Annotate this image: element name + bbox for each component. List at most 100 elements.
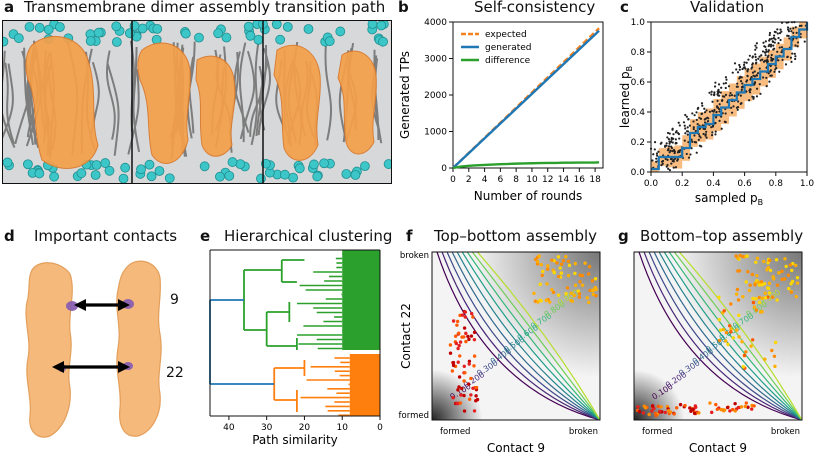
path-point — [459, 393, 463, 397]
scatter-point — [724, 121, 727, 124]
scatter-point — [780, 46, 784, 49]
scatter-point — [751, 66, 754, 69]
scatter-point — [787, 30, 791, 33]
path-point — [451, 319, 456, 323]
path-point — [787, 286, 791, 291]
scatter-point — [698, 127, 701, 130]
scatter-point — [776, 50, 779, 53]
scatter-point — [765, 48, 768, 51]
scatter-point — [713, 93, 716, 96]
path-point — [659, 405, 663, 409]
path-point — [766, 286, 771, 291]
path-point — [780, 277, 784, 282]
scatter-point — [686, 133, 689, 136]
scatter-point — [666, 158, 669, 161]
path-point — [728, 409, 732, 413]
scatter-point — [730, 94, 734, 97]
scatter-point — [678, 137, 681, 140]
scatter-point — [778, 46, 781, 49]
scatter-point — [692, 127, 695, 131]
scatter-point — [699, 136, 702, 139]
panel-f-letter: f — [406, 227, 413, 245]
scatter-point — [703, 111, 707, 114]
scatter-point — [755, 87, 759, 90]
chart-c: 0.0 0.2 0.4 0.6 0.8 1.0 0.0 0.2 0.4 0.6 0.8 1.0 samp… — [618, 18, 814, 207]
path-point — [654, 413, 658, 418]
path-point — [772, 354, 777, 358]
path-point — [470, 311, 474, 316]
path-point — [742, 353, 747, 358]
path-point — [457, 343, 461, 348]
scatter-point — [674, 138, 677, 141]
path-point — [767, 281, 772, 286]
path-point — [565, 286, 570, 290]
step-line — [651, 22, 809, 171]
x-axis-label: Path similarity — [252, 433, 338, 447]
scatter-point — [665, 142, 668, 145]
scatter-point — [800, 24, 803, 27]
path-point — [750, 272, 755, 277]
path-point — [467, 359, 472, 363]
scatter-point — [670, 162, 673, 165]
scatter-point — [710, 134, 714, 137]
scatter-point — [755, 95, 759, 98]
path-point — [675, 406, 679, 410]
scatter-point — [764, 40, 767, 43]
path-point — [467, 397, 472, 401]
path-point — [757, 295, 761, 300]
scatter-point — [705, 130, 708, 133]
path-point — [641, 411, 646, 415]
contour-line — [451, 251, 601, 421]
scatter-point — [770, 43, 773, 46]
scatter-point — [668, 169, 672, 172]
path-point — [688, 406, 692, 410]
scatter-point — [655, 160, 658, 163]
scatter-point — [795, 31, 798, 34]
path-point — [754, 297, 758, 301]
scatter-point — [684, 127, 687, 130]
scatter-point — [698, 144, 701, 147]
path-point — [573, 283, 578, 288]
path-point — [768, 268, 773, 273]
scatter-point — [773, 41, 776, 44]
scatter-point — [748, 99, 751, 102]
scatter-point — [684, 132, 687, 135]
path-point — [539, 299, 543, 303]
scatter-point — [660, 164, 663, 167]
path-point — [734, 292, 739, 296]
scatter-point — [665, 144, 668, 147]
scatter-point — [741, 82, 744, 85]
scatter-point — [736, 108, 739, 111]
scatter-point — [711, 109, 714, 113]
path-point — [780, 269, 784, 274]
uncertainty-box — [651, 161, 659, 172]
path-point — [577, 292, 582, 296]
scatter-point — [798, 24, 801, 27]
scatter-point — [757, 57, 760, 60]
scatter-point — [715, 111, 718, 114]
x-tick-label: 18 — [589, 175, 601, 185]
scatter-point — [724, 93, 728, 96]
scatter-point — [778, 70, 781, 73]
path-point — [708, 401, 712, 405]
scatter-point — [735, 106, 739, 109]
plot-frame — [650, 21, 808, 173]
path-point — [472, 354, 477, 358]
scatter-point — [653, 148, 656, 151]
path-point — [771, 275, 775, 279]
scatter-point — [691, 140, 694, 143]
path-point — [570, 299, 575, 303]
scatter-point — [672, 148, 676, 152]
scatter-point — [721, 95, 725, 98]
path-point — [457, 331, 461, 335]
scatter-point — [670, 136, 673, 140]
scatter-point — [691, 112, 694, 115]
scatter-point — [722, 82, 725, 85]
scatter-point — [708, 91, 711, 94]
contour-line — [678, 251, 803, 421]
path-point — [585, 296, 589, 300]
path-point — [578, 280, 582, 284]
y-tick-label: 0.4 — [631, 108, 646, 118]
scatter-point — [752, 97, 755, 100]
scatter-point — [694, 141, 698, 144]
